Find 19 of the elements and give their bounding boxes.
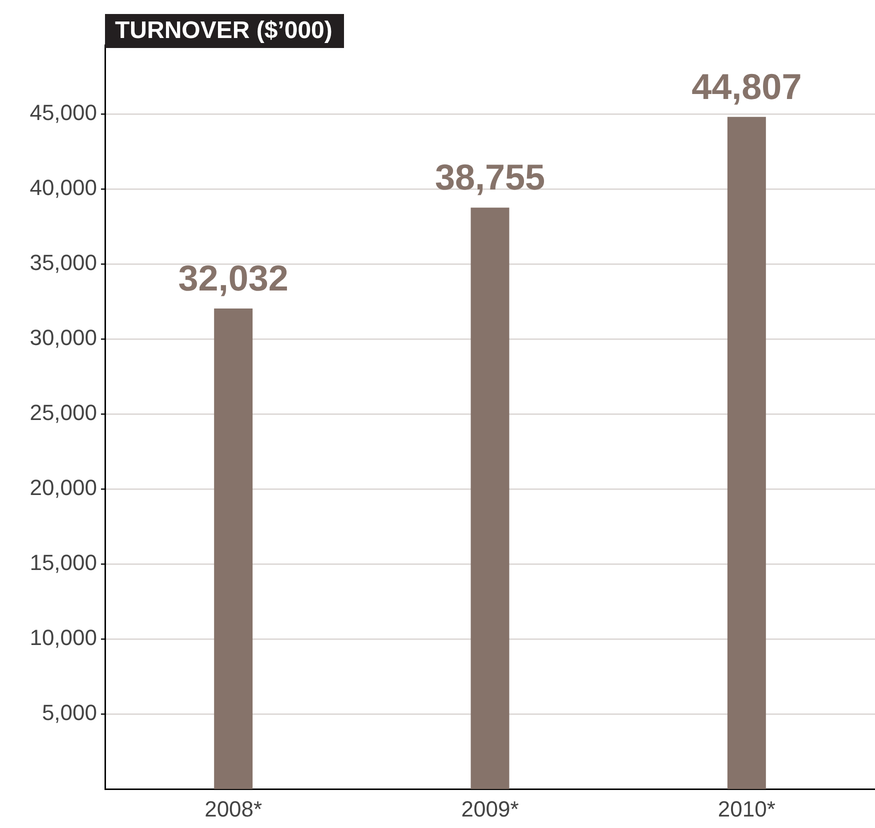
chart-title: TURNOVER ($’000) [105, 14, 344, 48]
y-tick-label: 30,000 [30, 325, 97, 350]
x-tick-label: 2010* [718, 796, 776, 822]
y-tick-label: 20,000 [30, 475, 97, 500]
data-label: 44,807 [692, 66, 802, 107]
y-tick-label: 5,000 [42, 700, 97, 726]
bar [727, 116, 766, 789]
data-label: 32,032 [178, 257, 288, 298]
y-tick-label: 35,000 [30, 250, 97, 276]
y-tick-label: 45,000 [30, 100, 97, 126]
y-tick-label: 10,000 [30, 625, 97, 650]
y-tick-label: 25,000 [30, 400, 97, 426]
bar [214, 308, 253, 789]
bar [470, 208, 510, 789]
data-label: 38,755 [434, 156, 546, 198]
y-tick-label: 15,000 [30, 550, 97, 576]
x-tick-label: 2009* [461, 796, 520, 822]
y-tick-label: 40,000 [30, 175, 97, 200]
x-tick-label: 2008* [204, 796, 263, 822]
